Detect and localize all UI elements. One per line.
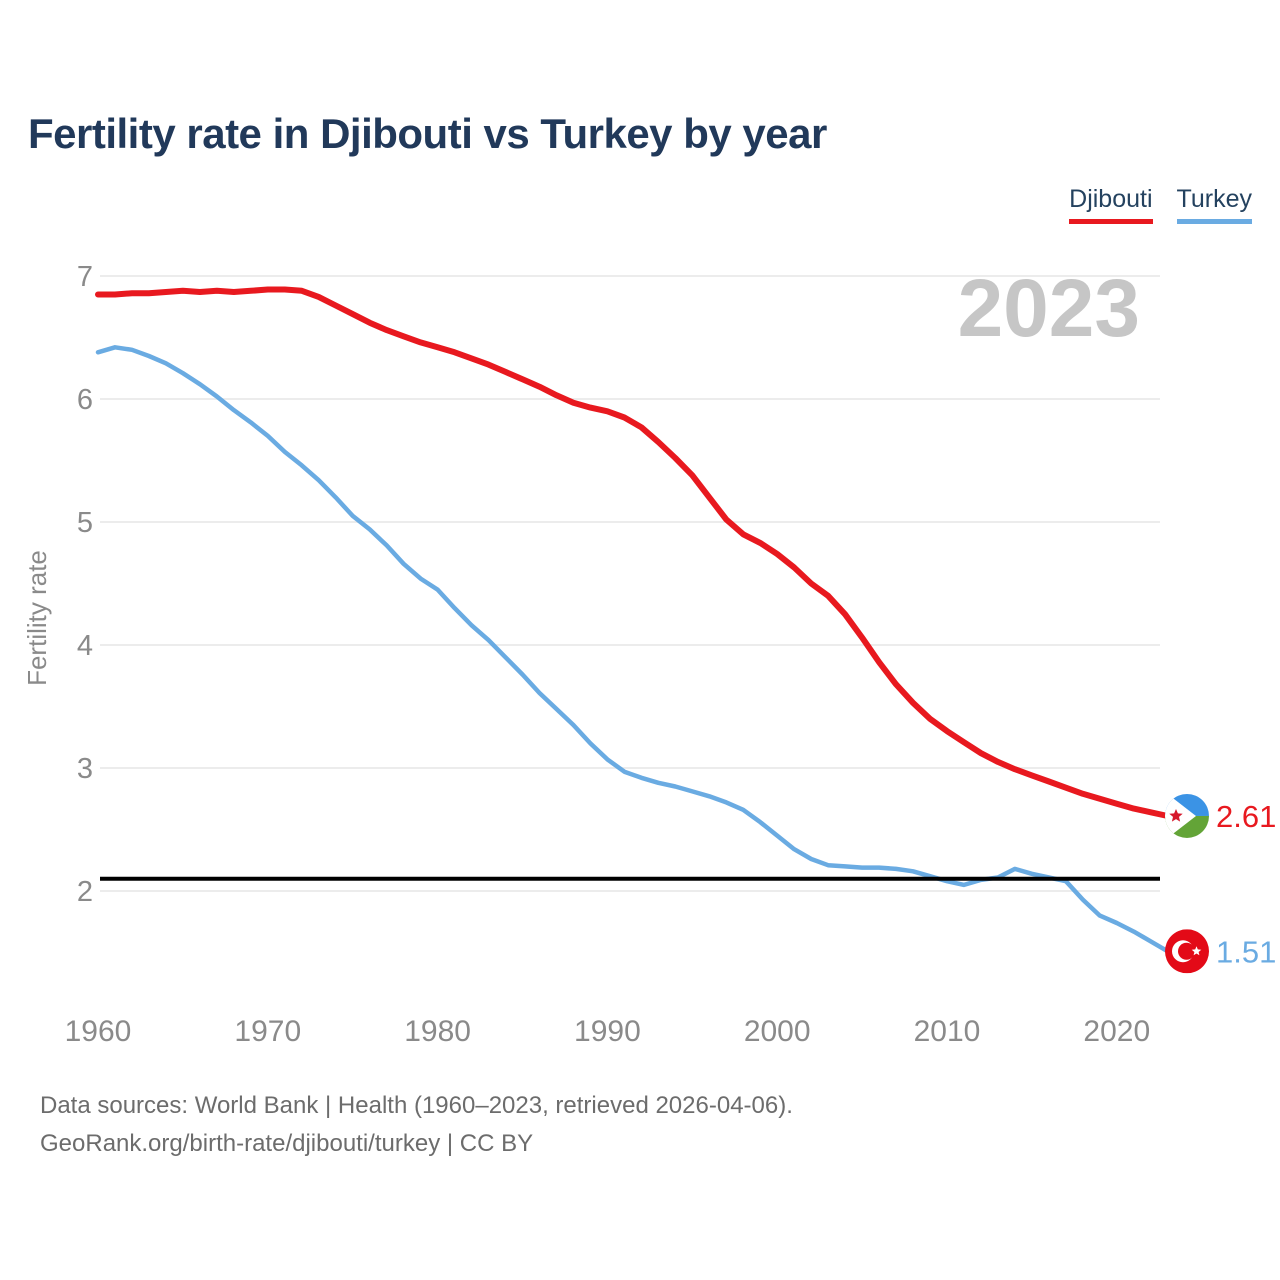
y-tick-label: 6 xyxy=(77,384,93,416)
gridlines: 2 3 4 5 6 7 xyxy=(77,261,1160,908)
x-tick-label: 2010 xyxy=(914,1015,981,1048)
x-tick-label: 1980 xyxy=(404,1015,471,1048)
legend-label-djibouti: Djibouti xyxy=(1069,185,1153,213)
x-tick-label: 1970 xyxy=(234,1015,301,1048)
djibouti-end-value-label: 2.61 xyxy=(1216,799,1276,834)
watermark-year: 2023 xyxy=(957,263,1140,354)
x-tick-label: 1960 xyxy=(65,1015,132,1048)
djibouti-line xyxy=(95,286,1171,819)
turkey-line xyxy=(95,345,1170,954)
x-tick-label: 2000 xyxy=(744,1015,811,1048)
legend: Djibouti Turkey xyxy=(1069,185,1252,224)
footer: Data sources: World Bank | Health (1960–… xyxy=(40,1087,793,1163)
turkey-flag-icon xyxy=(1165,929,1209,974)
djibouti-flag-icon xyxy=(1165,793,1209,838)
chart-title: Fertility rate in Djibouti vs Turkey by … xyxy=(28,110,827,157)
x-tick-label: 2020 xyxy=(1083,1015,1150,1048)
y-tick-label: 5 xyxy=(77,507,93,539)
legend-label-turkey: Turkey xyxy=(1176,185,1252,213)
y-tick-label: 4 xyxy=(77,630,93,662)
y-tick-label: 2 xyxy=(77,876,93,908)
turkey-end-value-label: 1.51 xyxy=(1216,934,1276,969)
footer-attribution-line: GeoRank.org/birth-rate/djibouti/turkey |… xyxy=(40,1130,534,1157)
footer-sources-line: Data sources: World Bank | Health (1960–… xyxy=(40,1092,793,1119)
y-tick-label: 7 xyxy=(77,261,93,293)
legend-item-djibouti[interactable]: Djibouti xyxy=(1069,185,1153,224)
y-axis-title: Fertility rate xyxy=(22,550,52,686)
x-axis-labels: 1960 1970 1980 1990 2000 2010 2020 xyxy=(65,1015,1151,1048)
y-tick-label: 3 xyxy=(77,753,93,785)
legend-item-turkey[interactable]: Turkey xyxy=(1176,185,1252,224)
x-tick-label: 1990 xyxy=(574,1015,641,1048)
